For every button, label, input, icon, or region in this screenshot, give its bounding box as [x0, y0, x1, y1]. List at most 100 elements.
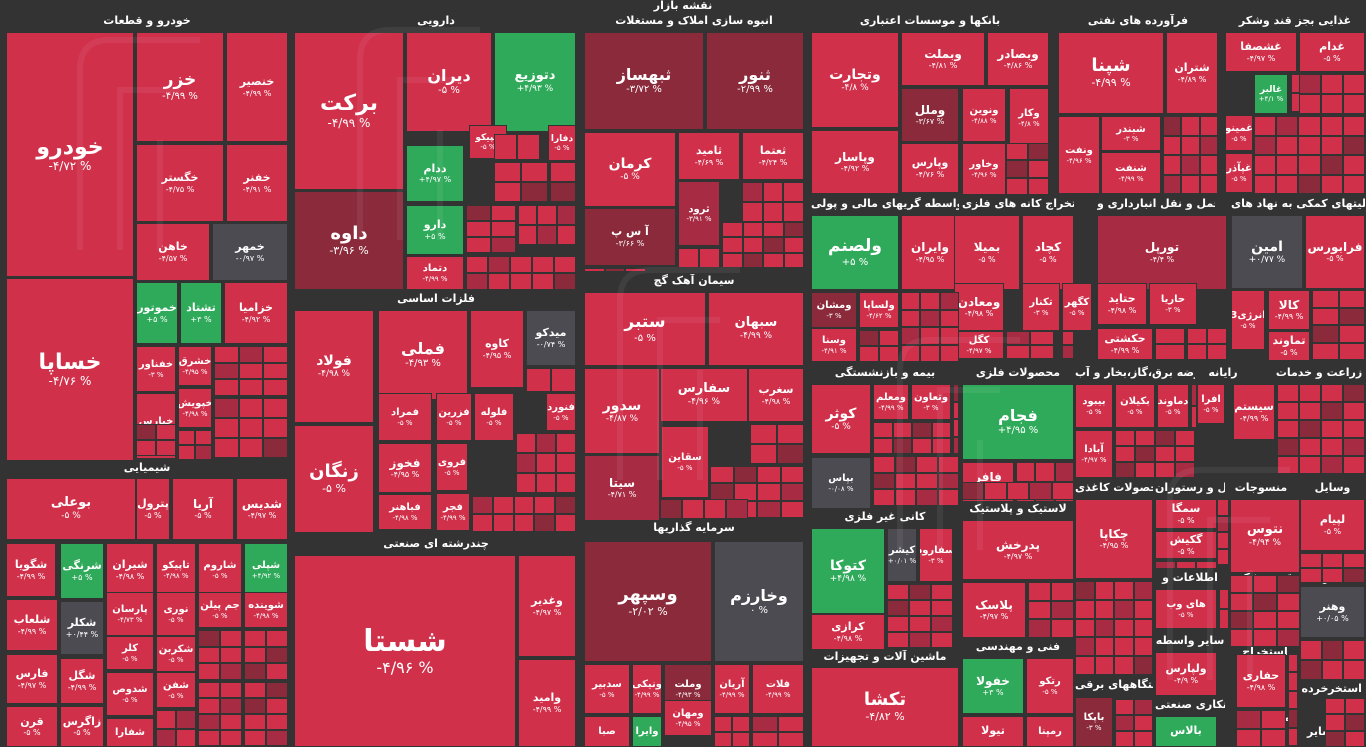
small-stock-tile[interactable]: [901, 327, 921, 345]
small-stock-tile[interactable]: [762, 182, 784, 202]
small-stock-tile[interactable]: [1051, 600, 1074, 620]
small-stock-tile[interactable]: [556, 473, 576, 493]
small-stock-tile[interactable]: [931, 422, 951, 438]
small-stock-tile[interactable]: [494, 162, 521, 182]
small-stock-tile[interactable]: [238, 438, 264, 458]
small-stock-tile[interactable]: [1320, 155, 1343, 175]
stock-tile[interactable]: خساپا -۴/۷۶ %: [6, 278, 134, 461]
stock-tile[interactable]: سغرب -۴/۹۸ %: [748, 368, 804, 422]
small-stock-tile[interactable]: [937, 489, 959, 506]
small-stock-tile[interactable]: [244, 714, 266, 730]
small-stock-tile[interactable]: [714, 716, 732, 732]
stock-tile[interactable]: دتوزیع +۴/۹۳ %: [494, 32, 576, 132]
small-stock-tile[interactable]: [1299, 456, 1321, 474]
small-stock-tile[interactable]: [887, 632, 909, 648]
small-stock-tile[interactable]: [263, 362, 288, 380]
small-stock-tile[interactable]: [1343, 438, 1365, 456]
stock-tile[interactable]: شگویا -۴/۹۹ %: [6, 543, 56, 597]
small-stock-tile[interactable]: [920, 292, 940, 310]
small-stock-tile[interactable]: [909, 600, 931, 616]
small-stock-tile[interactable]: [777, 424, 804, 444]
stock-tile[interactable]: وهنر +۰/۰۵ %: [1300, 586, 1365, 638]
stock-tile[interactable]: ومعلم -۴/۹۹ %: [873, 384, 909, 420]
small-stock-tile[interactable]: [1299, 74, 1321, 94]
small-stock-tile[interactable]: [1236, 728, 1261, 747]
stock-tile[interactable]: کیشر +۰/۰۱ %: [887, 528, 917, 582]
small-stock-tile[interactable]: [1288, 672, 1298, 691]
small-stock-tile[interactable]: [742, 252, 763, 268]
small-stock-tile[interactable]: [714, 731, 732, 747]
small-stock-tile[interactable]: [1343, 402, 1365, 420]
small-stock-tile[interactable]: [1325, 714, 1345, 731]
small-stock-tile[interactable]: [178, 430, 195, 445]
small-stock-tile[interactable]: [1299, 384, 1321, 402]
stock-tile[interactable]: خشرق -۴/۹۵ %: [178, 346, 212, 386]
stock-tile[interactable]: خموتور +۵ %: [136, 282, 178, 344]
stock-tile[interactable]: سفارود-۳ %: [919, 528, 953, 582]
small-stock-tile[interactable]: [136, 440, 156, 456]
stock-tile[interactable]: خودرو -۴/۷۲ %: [6, 32, 134, 277]
small-stock-tile[interactable]: [1028, 619, 1051, 638]
stock-tile[interactable]: نوری -۵ %: [156, 592, 196, 636]
small-stock-tile[interactable]: [750, 424, 777, 444]
small-stock-tile[interactable]: [1181, 155, 1200, 175]
small-stock-tile[interactable]: [1276, 155, 1299, 175]
small-stock-tile[interactable]: [266, 682, 288, 698]
stock-tile[interactable]: فنورد -۵ %: [546, 393, 576, 431]
stock-tile[interactable]: پارسان -۴/۷۳ %: [106, 592, 154, 636]
small-stock-tile[interactable]: [939, 292, 959, 310]
stock-tile[interactable]: غالبر +۴/۱ %: [1254, 74, 1288, 114]
small-stock-tile[interactable]: [266, 730, 288, 746]
small-stock-tile[interactable]: [1181, 135, 1200, 155]
stock-tile[interactable]: ثامید -۴/۶۹ %: [678, 132, 740, 180]
small-stock-tile[interactable]: [722, 252, 743, 268]
stock-tile[interactable]: بالاس: [1155, 716, 1217, 747]
small-stock-tile[interactable]: [778, 731, 804, 747]
stock-tile[interactable]: وکار -۴/۸ %: [1009, 88, 1049, 148]
small-stock-tile[interactable]: [176, 728, 196, 747]
small-stock-tile[interactable]: [1312, 325, 1339, 343]
small-stock-tile[interactable]: [534, 496, 556, 514]
stock-tile[interactable]: ومعادن -۴/۹۸ %: [954, 283, 1004, 331]
small-stock-tile[interactable]: [1094, 656, 1114, 675]
small-stock-tile[interactable]: [136, 424, 156, 440]
small-stock-tile[interactable]: [912, 438, 932, 454]
small-stock-tile[interactable]: [1054, 462, 1074, 482]
small-stock-tile[interactable]: [742, 237, 763, 253]
small-stock-tile[interactable]: [466, 237, 491, 253]
stock-tile[interactable]: دیران -۵ %: [406, 32, 492, 132]
small-stock-tile[interactable]: [1062, 331, 1074, 345]
small-stock-tile[interactable]: [1006, 160, 1028, 178]
stock-tile[interactable]: حاریا -۳ %: [1149, 283, 1197, 325]
small-stock-tile[interactable]: [901, 344, 921, 362]
small-stock-tile[interactable]: [238, 379, 264, 396]
small-stock-tile[interactable]: [1175, 446, 1195, 462]
stock-tile[interactable]: وبملت -۴/۸۱ %: [901, 32, 985, 86]
small-stock-tile[interactable]: [859, 330, 879, 346]
stock-tile[interactable]: گکیش -۵ %: [1155, 531, 1217, 559]
small-stock-tile[interactable]: [238, 418, 264, 438]
small-stock-tile[interactable]: [1006, 143, 1028, 161]
small-stock-tile[interactable]: [156, 710, 176, 729]
small-stock-tile[interactable]: [517, 134, 540, 160]
small-stock-tile[interactable]: [1135, 462, 1155, 478]
small-stock-tile[interactable]: [176, 710, 196, 729]
small-stock-tile[interactable]: [1075, 581, 1095, 600]
small-stock-tile[interactable]: [887, 616, 909, 632]
stock-tile[interactable]: داوه -۳/۹۶ %: [294, 191, 404, 290]
small-stock-tile[interactable]: [733, 466, 757, 484]
small-stock-tile[interactable]: [1114, 656, 1134, 675]
small-stock-tile[interactable]: [763, 222, 784, 238]
small-stock-tile[interactable]: [532, 273, 554, 290]
small-stock-tile[interactable]: [516, 473, 536, 493]
stock-tile[interactable]: شکربن -۵ %: [156, 636, 196, 672]
small-stock-tile[interactable]: [1277, 402, 1299, 420]
small-stock-tile[interactable]: [266, 698, 288, 714]
stock-tile[interactable]: رمپنا: [1026, 716, 1074, 747]
stock-tile[interactable]: کرازی -۴/۹۸ %: [811, 614, 885, 650]
stock-tile[interactable]: شنفت -۴/۹۹ %: [1101, 152, 1161, 194]
small-stock-tile[interactable]: [238, 398, 264, 418]
small-stock-tile[interactable]: [1028, 582, 1051, 601]
small-stock-tile[interactable]: [920, 309, 940, 327]
small-stock-tile[interactable]: [1276, 575, 1300, 593]
